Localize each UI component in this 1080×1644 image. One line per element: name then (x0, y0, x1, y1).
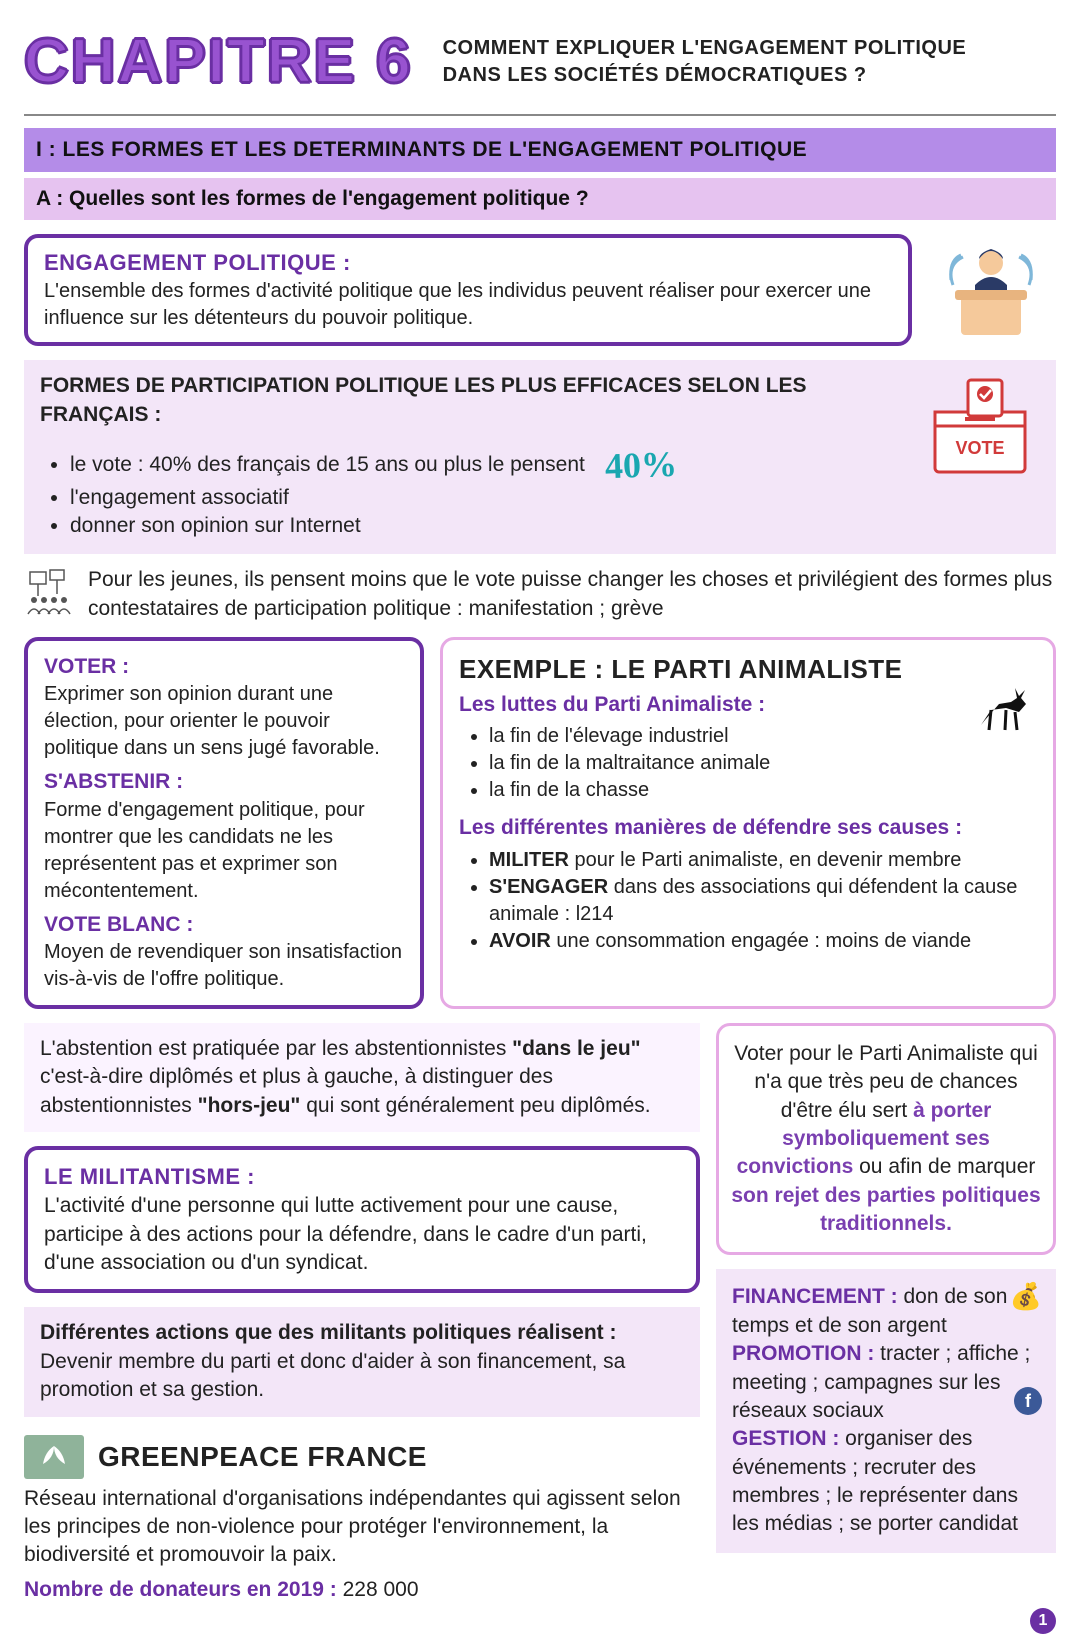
subsection-a-bar: A : Quelles sont les formes de l'engagem… (24, 178, 1056, 220)
participation-item-1: le vote : 40% des français de 15 ans ou … (70, 435, 904, 484)
handwritten-40-percent: 40% (604, 440, 678, 491)
right-column: Voter pour le Parti Animaliste qui n'a q… (716, 1023, 1056, 1604)
abstenir-body: Forme d'engagement politique, pour montr… (44, 797, 404, 905)
vote-blanc-body: Moyen de revendiquer son insatisfaction … (44, 939, 404, 993)
example-manieres-list: MILITER pour le Parti animaliste, en dev… (459, 847, 1037, 955)
greenpeace-body: Réseau international d'organisations ind… (24, 1485, 700, 1570)
financement-promotion-gestion-box: 💰 FINANCEMENT : don de son temps et de s… (716, 1269, 1056, 1552)
promotion-term: PROMOTION : (732, 1342, 874, 1365)
engagement-def-title: ENGAGEMENT POLITIQUE : (44, 250, 351, 275)
abst-post: qui sont généralement peu diplômés. (300, 1094, 650, 1117)
abst-b1: "dans le jeu" (512, 1037, 640, 1060)
sym-hl2: son rejet des parties politiques traditi… (731, 1184, 1040, 1235)
gestion-line: GESTION : organiser des événements ; rec… (732, 1425, 1040, 1538)
engagement-def-body: L'ensemble des formes d'activité politiq… (44, 280, 871, 329)
maniere-1-bold: MILITER (489, 849, 569, 871)
money-bag-icon: 💰 (1010, 1279, 1042, 1314)
donors-value: 228 000 (343, 1578, 419, 1601)
militantisme-title: LE MILITANTISME : (44, 1164, 255, 1189)
participation-text: FORMES DE PARTICIPATION POLITIQUE LES PL… (40, 372, 904, 540)
symbolic-vote-box: Voter pour le Parti Animaliste qui n'a q… (716, 1023, 1056, 1255)
subtitle-line-1: COMMENT EXPLIQUER L'ENGAGEMENT POLITIQUE (443, 35, 967, 62)
page-number-badge: 1 (1030, 1608, 1056, 1634)
abstention-note-box: L'abstention est pratiquée par les abste… (24, 1023, 700, 1132)
participation-item-1-text: le vote : 40% des français de 15 ans ou … (70, 453, 585, 476)
participation-box: FORMES DE PARTICIPATION POLITIQUE LES PL… (24, 360, 1056, 554)
maniere-1-rest: pour le Parti animaliste, en devenir mem… (569, 849, 961, 871)
page-header: CHAPITRE 6 COMMENT EXPLIQUER L'ENGAGEMEN… (24, 20, 1056, 104)
militant-actions-box: Différentes actions que des militants po… (24, 1307, 700, 1416)
subtitle-line-2: DANS LES SOCIÉTÉS DÉMOCRATIQUES ? (443, 62, 967, 89)
promotion-line: PROMOTION : tracter ; affiche ; meeting … (732, 1340, 1040, 1425)
greenpeace-block: GREENPEACE FRANCE Réseau international d… (24, 1431, 700, 1604)
example-luttes-list: la fin de l'élevage industriel la fin de… (459, 723, 1037, 804)
sym-pre: Voter pour le Parti Animaliste qui n'a q… (734, 1042, 1038, 1122)
vote-label: VOTE (955, 438, 1004, 458)
militantisme-definition-box: LE MILITANTISME : L'activité d'une perso… (24, 1146, 700, 1293)
header-divider (24, 114, 1056, 116)
example-sub-manieres: Les différentes manières de défendre ses… (459, 814, 1037, 842)
maniere-2: S'ENGAGER dans des associations qui défe… (489, 874, 1037, 928)
youth-note-text: Pour les jeunes, ils pensent moins que l… (88, 566, 1056, 623)
abst-b2: "hors-jeu" (198, 1094, 301, 1117)
chapter-subtitle: COMMENT EXPLIQUER L'ENGAGEMENT POLITIQUE… (443, 35, 967, 89)
lutte-3: la fin de la chasse (489, 777, 1037, 804)
youth-note-row: Pour les jeunes, ils pensent moins que l… (24, 566, 1056, 623)
abstenir-term: S'ABSTENIR : (44, 768, 404, 796)
maniere-3-rest: une consommation engagée : moins de vian… (551, 930, 971, 952)
sym-mid: ou afin de marquer (853, 1155, 1035, 1178)
voter-body: Exprimer son opinion durant une élection… (44, 681, 404, 762)
voter-term: VOTER : (44, 653, 404, 681)
vote-blanc-term: VOTE BLANC : (44, 911, 404, 939)
maniere-3: AVOIR une consommation engagée : moins d… (489, 928, 1037, 955)
participation-item-3: donner son opinion sur Internet (70, 512, 904, 540)
donors-label: Nombre de donateurs en 2019 : (24, 1578, 337, 1601)
actions-body: Devenir membre du parti et donc d'aider … (40, 1350, 625, 1401)
actions-title: Différentes actions que des militants po… (40, 1321, 616, 1344)
participation-item-2: l'engagement associatif (70, 484, 904, 512)
deer-icon (971, 670, 1041, 748)
financement-term: FINANCEMENT : (732, 1285, 898, 1308)
lower-grid: L'abstention est pratiquée par les abste… (24, 1023, 1056, 1604)
definitions-and-example-row: VOTER : Exprimer son opinion durant une … (24, 637, 1056, 1009)
lutte-2: la fin de la maltraitance animale (489, 750, 1037, 777)
voting-definitions-box: VOTER : Exprimer son opinion durant une … (24, 637, 424, 1009)
greenpeace-logo-icon (24, 1435, 84, 1479)
section-1-bar: I : LES FORMES ET LES DETERMINANTS DE L'… (24, 128, 1056, 172)
maniere-2-bold: S'ENGAGER (489, 876, 608, 898)
maniere-1: MILITER pour le Parti animaliste, en dev… (489, 847, 1037, 874)
participation-list: le vote : 40% des français de 15 ans ou … (40, 435, 904, 540)
example-parti-animaliste-box: EXEMPLE : LE PARTI ANIMALISTE Les luttes… (440, 637, 1056, 1009)
maniere-3-bold: AVOIR (489, 930, 551, 952)
left-column: L'abstention est pratiquée par les abste… (24, 1023, 700, 1604)
financement-line: FINANCEMENT : don de son temps et de son… (732, 1283, 1040, 1340)
lutte-1: la fin de l'élevage industriel (489, 723, 1037, 750)
example-sub-luttes: Les luttes du Parti Animaliste : (459, 691, 1037, 719)
abst-pre: L'abstention est pratiquée par les abste… (40, 1037, 512, 1060)
engagement-definition-row: ENGAGEMENT POLITIQUE : L'ensemble des fo… (24, 234, 1056, 346)
greenpeace-header: GREENPEACE FRANCE (24, 1435, 700, 1479)
militantisme-body: L'activité d'une personne qui lutte acti… (44, 1194, 647, 1274)
protest-icon (24, 566, 74, 616)
participation-heading: FORMES DE PARTICIPATION POLITIQUE LES PL… (40, 372, 904, 429)
greenpeace-title: GREENPEACE FRANCE (98, 1438, 427, 1476)
ballot-box-icon: VOTE (920, 372, 1040, 490)
greenpeace-donors: Nombre de donateurs en 2019 : 228 000 (24, 1576, 700, 1604)
example-title: EXEMPLE : LE PARTI ANIMALISTE (459, 652, 1037, 687)
gestion-term: GESTION : (732, 1427, 839, 1450)
engagement-definition-box: ENGAGEMENT POLITIQUE : L'ensemble des fo… (24, 234, 912, 346)
speaker-podium-icon (926, 234, 1056, 346)
chapter-title: CHAPITRE 6 (24, 20, 413, 104)
